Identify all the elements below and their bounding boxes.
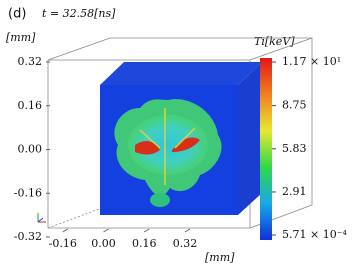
x-tick-label: 0.32 [173,237,198,250]
x-tick [143,228,150,233]
x-tick-label: 0.16 [132,237,157,250]
colorbar-tick-label: 1.17 × 10¹ [282,55,341,68]
y-tick-label: 0.32 [18,55,43,68]
bounding-box [47,37,313,229]
colorbar-tick-label: 2.91 [282,185,307,198]
axes-triad [37,213,46,223]
x-tick [103,228,109,233]
y-axis-label: [mm] [6,31,36,44]
volume-render [100,62,262,215]
x-axis-label: [mm] [205,251,235,264]
y-tick-label: 0.00 [18,143,43,156]
x-tick [184,228,191,233]
x-tick [62,228,69,233]
y-tick-label: 0.16 [18,99,43,112]
y-tick-label: -0.16 [14,186,42,199]
x-tick-label: 0.00 [91,237,116,250]
colorbar-tick-label: 5.83 [282,142,307,155]
colorbar-tick-label: 8.75 [282,99,307,112]
time-label: t = 32.58[ns] [42,7,116,20]
y-tick-label: -0.32 [14,230,42,243]
x-tick-label: -0.16 [49,237,77,250]
colorbar [260,58,272,240]
colorbar-tick-label: 5.71 × 10⁻⁴ [282,228,348,241]
panel-label: (d) [8,7,26,22]
